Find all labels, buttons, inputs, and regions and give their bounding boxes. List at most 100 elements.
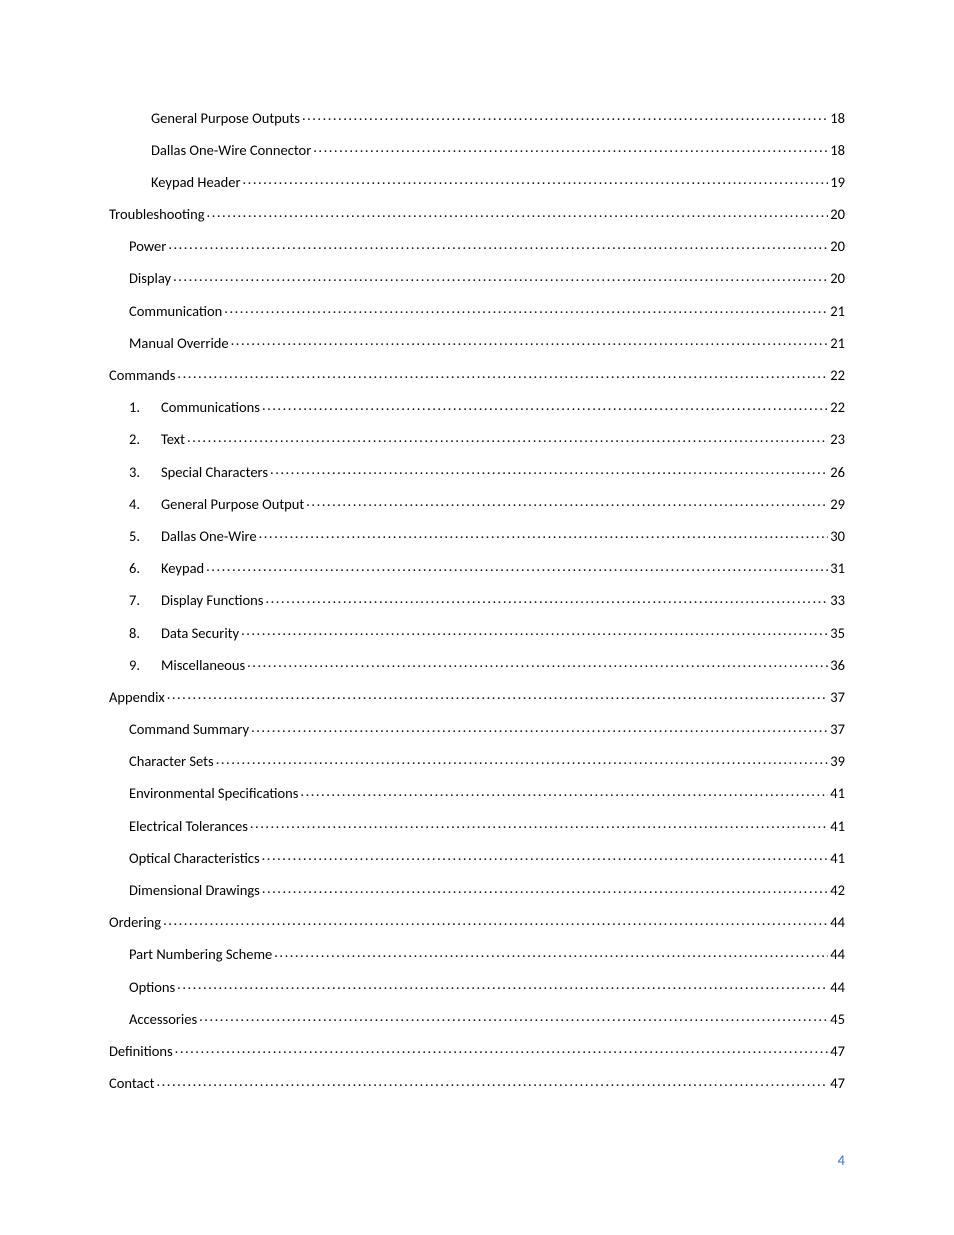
toc-entry-title: General Purpose Output — [161, 497, 304, 512]
toc-entry-page: 37 — [830, 722, 845, 737]
toc-entry-page: 45 — [830, 1012, 845, 1027]
toc-leader-dots — [177, 366, 828, 381]
toc-leader-dots — [187, 430, 828, 445]
toc-entry-title: Communications — [161, 400, 260, 415]
toc-entry[interactable]: 4.General Purpose Output29 — [109, 494, 845, 511]
toc-entry-title: Keypad Header — [151, 175, 241, 190]
toc-entry-title: Ordering — [109, 915, 161, 930]
toc-entry-page: 20 — [830, 239, 845, 254]
toc-entry-page: 42 — [830, 883, 845, 898]
toc-entry[interactable]: Ordering 44 — [109, 913, 845, 930]
toc-entry-title: Part Numbering Scheme — [129, 947, 272, 962]
toc-entry-title: Miscellaneous — [161, 658, 245, 673]
toc-entry[interactable]: Appendix37 — [109, 687, 845, 704]
toc-entry[interactable]: Power 20 — [109, 237, 845, 254]
toc-entry-title: Environmental Specifications — [129, 786, 298, 801]
toc-entry-page: 41 — [830, 819, 845, 834]
toc-leader-dots — [163, 913, 828, 928]
toc-entry-title: Electrical Tolerances — [129, 819, 248, 834]
toc-entry[interactable]: Accessories45 — [109, 1009, 845, 1026]
toc-entry-page: 44 — [830, 980, 845, 995]
toc-entry[interactable]: 9.Miscellaneous 36 — [109, 655, 845, 672]
toc-leader-dots — [241, 623, 828, 638]
toc-entry-page: 22 — [830, 368, 845, 383]
toc-entry-title: Display Functions — [161, 593, 263, 608]
toc-entry-page: 23 — [830, 432, 845, 447]
toc-leader-dots — [207, 205, 829, 220]
toc-leader-dots — [251, 720, 828, 735]
toc-entry[interactable]: Dimensional Drawings 42 — [109, 881, 845, 898]
toc-entry[interactable]: Commands22 — [109, 366, 845, 383]
toc-entry[interactable]: Keypad Header 19 — [109, 172, 845, 189]
toc-entry[interactable]: Character Sets39 — [109, 752, 845, 769]
toc-leader-dots — [175, 1041, 829, 1056]
toc-entry-title: Keypad — [161, 561, 204, 576]
toc-entry[interactable]: 1.Communications22 — [109, 398, 845, 415]
toc-entry-title: Special Characters — [161, 465, 268, 480]
toc-entry-page: 18 — [830, 111, 845, 126]
toc-entry-number: 5. — [129, 529, 161, 544]
toc-leader-dots — [206, 559, 828, 574]
page-number: 4 — [838, 1151, 845, 1169]
toc-entry[interactable]: Part Numbering Scheme44 — [109, 945, 845, 962]
toc-entry-page: 31 — [830, 561, 845, 576]
toc-entry[interactable]: Display20 — [109, 269, 845, 286]
toc-entry-title: Contact — [109, 1076, 154, 1091]
toc-entry[interactable]: 5.Dallas One-Wire30 — [109, 526, 845, 543]
toc-entry-page: 21 — [830, 336, 845, 351]
toc-entry[interactable]: Options44 — [109, 977, 845, 994]
toc-entry-number: 9. — [129, 658, 161, 673]
toc-entry[interactable]: 3.Special Characters26 — [109, 462, 845, 479]
toc-entry-number: 2. — [129, 432, 161, 447]
toc-leader-dots — [173, 269, 828, 284]
toc-entry[interactable]: Environmental Specifications 41 — [109, 784, 845, 801]
toc-leader-dots — [168, 237, 828, 252]
toc-leader-dots — [167, 687, 829, 702]
toc-entry-page: 36 — [830, 658, 845, 673]
toc-entry-page: 41 — [830, 851, 845, 866]
toc-entry[interactable]: 8.Data Security35 — [109, 623, 845, 640]
toc-entry[interactable]: 6.Keypad 31 — [109, 559, 845, 576]
toc-leader-dots — [262, 881, 828, 896]
toc-entry-title: Dallas One-Wire — [161, 529, 257, 544]
toc-entry[interactable]: Command Summary 37 — [109, 720, 845, 737]
toc-entry[interactable]: Dallas One-Wire Connector18 — [109, 140, 845, 157]
toc-entry[interactable]: Electrical Tolerances 41 — [109, 816, 845, 833]
toc-entry[interactable]: 7.Display Functions33 — [109, 591, 845, 608]
toc-entry[interactable]: Contact 47 — [109, 1074, 845, 1091]
toc-entry[interactable]: Communication21 — [109, 301, 845, 318]
toc-entry[interactable]: Optical Characteristics41 — [109, 848, 845, 865]
toc-entry[interactable]: Definitions47 — [109, 1041, 845, 1058]
toc-leader-dots — [259, 526, 829, 541]
toc-leader-dots — [262, 398, 828, 413]
toc-leader-dots — [262, 848, 829, 863]
document-page: General Purpose Outputs18Dallas One-Wire… — [0, 0, 954, 1235]
toc-leader-dots — [313, 140, 828, 155]
toc-entry-title: Appendix — [109, 690, 165, 705]
toc-entry-page: 19 — [830, 175, 845, 190]
toc-entry[interactable]: General Purpose Outputs 18 — [109, 108, 845, 125]
toc-leader-dots — [156, 1074, 828, 1089]
toc-entry[interactable]: Troubleshooting20 — [109, 205, 845, 222]
toc-entry-title: Data Security — [161, 626, 239, 641]
toc-leader-dots — [224, 301, 828, 316]
toc-entry-title: Command Summary — [129, 722, 249, 737]
toc-entry-page: 47 — [830, 1076, 845, 1091]
toc-leader-dots — [265, 591, 828, 606]
toc-entry[interactable]: 2.Text23 — [109, 430, 845, 447]
toc-entry-title: Power — [129, 239, 166, 254]
toc-entry-number: 1. — [129, 400, 161, 415]
toc-entry-page: 44 — [830, 915, 845, 930]
toc-entry-number: 8. — [129, 626, 161, 641]
toc-entry-page: 18 — [830, 143, 845, 158]
toc-leader-dots — [300, 784, 828, 799]
toc-entry-page: 20 — [830, 271, 845, 286]
toc-entry-title: General Purpose Outputs — [151, 111, 300, 126]
toc-entry-page: 41 — [830, 786, 845, 801]
toc-leader-dots — [302, 108, 828, 123]
toc-entry-page: 33 — [830, 593, 845, 608]
toc-entry-page: 29 — [830, 497, 845, 512]
toc-entry-title: Dimensional Drawings — [129, 883, 260, 898]
toc-entry[interactable]: Manual Override21 — [109, 333, 845, 350]
toc-entry-number: 6. — [129, 561, 161, 576]
